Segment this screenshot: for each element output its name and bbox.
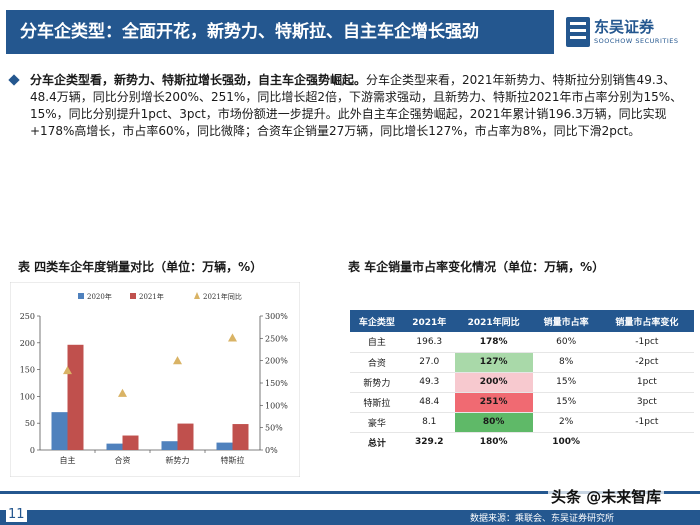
title-bar: 分车企类型：全面开花，新势力、特斯拉、自主车企增长强劲 bbox=[6, 10, 554, 54]
y2-tick-label: 200% bbox=[265, 357, 288, 366]
cell-yoy: 251% bbox=[454, 392, 533, 413]
logo-text-en: SOOCHOW SECURITIES bbox=[594, 37, 679, 45]
logo-text-cn: 东吴证券 bbox=[594, 18, 655, 36]
cell-type: 豪华 bbox=[350, 412, 404, 433]
share-table-wrap: 车企类型 2021年 2021年同比 销量市占率 销量市占率变化 自主 196.3 178%… bbox=[350, 310, 694, 452]
y-tick-label: 250 bbox=[20, 312, 35, 321]
table-header-row: 车企类型 2021年 2021年同比 销量市占率 销量市占率变化 bbox=[350, 310, 694, 332]
table-total-row: 总计 329.2 180% 100% bbox=[350, 432, 694, 452]
table-title: 表 车企销量市占率变化情况（单位：万辆，%） bbox=[348, 260, 605, 274]
legend-label: 2021年 bbox=[139, 292, 164, 301]
share-table: 车企类型 2021年 2021年同比 销量市占率 销量市占率变化 自主 196.3 178%… bbox=[350, 310, 694, 452]
cell-share: 8% bbox=[532, 352, 600, 373]
cell-yoy: 80% bbox=[454, 412, 533, 433]
cell-change: 3pct bbox=[599, 392, 694, 413]
cell-yoy: 178% bbox=[454, 332, 533, 353]
cell-share: 15% bbox=[532, 372, 600, 393]
cell-type: 合资 bbox=[350, 352, 404, 373]
cell-sales: 196.3 bbox=[403, 332, 455, 353]
sales-comparison-chart: 0 50 100 150 200 250 0% 50% 100% 150% 200% 250% 300%… bbox=[10, 282, 300, 477]
yoy-triangle-point bbox=[228, 333, 237, 342]
watermark: 头条 @未来智库 bbox=[548, 486, 665, 507]
summary-paragraph: 分车企类型看，新势力、特斯拉增长强劲，自主车企强势崛起。分车企类型来看，2021… bbox=[8, 72, 692, 140]
table-row: 合资 27.0 127% 8% -2pct bbox=[350, 352, 694, 373]
table-header-cell: 车企类型 bbox=[350, 310, 404, 332]
y-tick-label: 200 bbox=[20, 339, 35, 348]
company-logo: 东吴证券 SOOCHOW SECURITIES bbox=[566, 14, 694, 54]
cell-change bbox=[600, 432, 694, 452]
bar-2021 bbox=[67, 344, 84, 450]
y2-tick-label: 250% bbox=[265, 334, 288, 343]
legend-label: 2020年 bbox=[87, 292, 112, 301]
diamond-bullet-icon bbox=[8, 74, 20, 86]
cell-change: -2pct bbox=[599, 352, 694, 373]
table-header-cell: 销量市占率 bbox=[532, 310, 600, 332]
bar-2020 bbox=[216, 442, 233, 450]
y2-tick-label: 0% bbox=[265, 446, 278, 455]
cell-sales: 27.0 bbox=[403, 352, 455, 373]
legend-swatch bbox=[130, 293, 136, 299]
cell-yoy: 127% bbox=[454, 352, 533, 373]
x-tick-label: 自主 bbox=[60, 455, 76, 465]
bar-2020 bbox=[161, 441, 178, 450]
table-row: 自主 196.3 178% 60% -1pct bbox=[350, 332, 694, 353]
x-tick-label: 新势力 bbox=[166, 455, 190, 465]
y2-tick-label: 50% bbox=[265, 424, 283, 433]
cell-sales: 329.2 bbox=[415, 437, 444, 448]
cell-share: 100% bbox=[552, 437, 581, 448]
chart-svg: 0 50 100 150 200 250 0% 50% 100% 150% 200% 250% 300%… bbox=[10, 282, 300, 477]
cell-change: -1pct bbox=[599, 332, 694, 353]
cell-type: 自主 bbox=[350, 332, 404, 353]
legend-label: 2021年同比 bbox=[203, 292, 242, 301]
footer-bar bbox=[0, 510, 700, 525]
bar-2020 bbox=[51, 412, 68, 450]
page-header: 分车企类型：全面开花，新势力、特斯拉、自主车企增长强劲 东吴证券 SOOCHOW… bbox=[0, 0, 700, 66]
y-tick-label: 100 bbox=[20, 392, 35, 401]
bar-2021 bbox=[122, 435, 139, 450]
page-number: 11 bbox=[6, 507, 27, 522]
cell-type: 新势力 bbox=[350, 372, 404, 393]
footer-line bbox=[0, 491, 700, 494]
summary-lead: 分车企类型看，新势力、特斯拉增长强劲，自主车企强势崛起。 bbox=[30, 73, 367, 87]
yoy-triangle-point bbox=[173, 356, 182, 365]
cell-change: 1pct bbox=[599, 372, 694, 393]
legend-triangle-icon bbox=[194, 292, 200, 299]
y-tick-label: 0 bbox=[30, 446, 35, 455]
y-tick-label: 150 bbox=[20, 366, 35, 375]
yoy-triangle-point bbox=[63, 365, 72, 375]
x-tick-label: 合资 bbox=[115, 455, 131, 465]
y2-tick-label: 300% bbox=[265, 312, 288, 321]
yoy-triangle-point bbox=[118, 388, 127, 397]
cell-change: -1pct bbox=[599, 412, 694, 433]
cell-yoy: 200% bbox=[454, 372, 533, 393]
table-header-cell: 2021年 bbox=[403, 310, 455, 332]
cell-share: 60% bbox=[532, 332, 600, 353]
table-row: 新势力 49.3 200% 15% 1pct bbox=[350, 372, 694, 393]
x-tick-label: 特斯拉 bbox=[221, 455, 245, 465]
cell-sales: 49.3 bbox=[403, 372, 455, 393]
cell-sales: 8.1 bbox=[403, 412, 455, 433]
summary-body: 分车企类型来看，2021年新势力、特斯拉分别销售49.3、48.4万辆，同比分别… bbox=[30, 73, 683, 138]
table-header-cell: 2021年同比 bbox=[454, 310, 533, 332]
page-title: 分车企类型：全面开花，新势力、特斯拉、自主车企增长强劲 bbox=[20, 22, 479, 42]
table-header-cell: 销量市占率变化 bbox=[599, 310, 694, 332]
table-row: 豪华 8.1 80% 2% -1pct bbox=[350, 412, 694, 433]
bar-2020 bbox=[106, 443, 123, 450]
cell-type: 特斯拉 bbox=[350, 392, 404, 413]
y-tick-label: 50 bbox=[25, 419, 35, 428]
y2-tick-label: 100% bbox=[265, 401, 288, 410]
legend-swatch bbox=[78, 293, 84, 299]
bar-2021 bbox=[232, 424, 249, 450]
data-source: 数据来源：乘联会、东吴证券研究所 bbox=[470, 514, 615, 524]
cell-yoy: 180% bbox=[479, 437, 508, 448]
cell-share: 15% bbox=[532, 392, 600, 413]
cell-share: 2% bbox=[532, 412, 600, 433]
bar-2021 bbox=[177, 423, 194, 450]
table-row: 特斯拉 48.4 251% 15% 3pct bbox=[350, 392, 694, 413]
y2-tick-label: 150% bbox=[265, 379, 288, 388]
soochow-logo-icon bbox=[566, 17, 590, 47]
cell-type: 总计 bbox=[367, 438, 386, 449]
chart-title: 表 四类车企年度销量对比（单位：万辆，%） bbox=[18, 260, 263, 274]
cell-sales: 48.4 bbox=[403, 392, 455, 413]
